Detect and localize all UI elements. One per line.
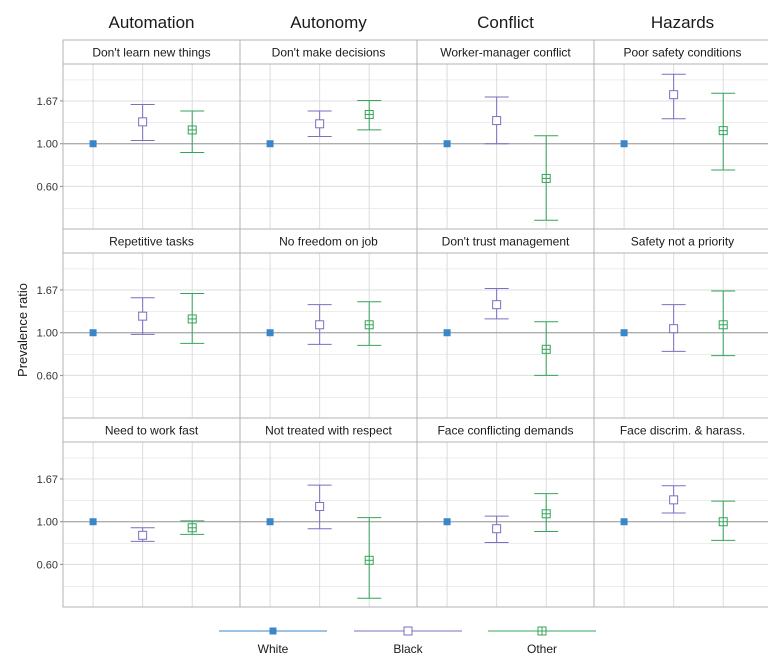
- point-white: [443, 518, 451, 526]
- point-black: [492, 116, 502, 126]
- panel-background: [417, 253, 594, 418]
- panel-title: Repetitive tasks: [109, 235, 194, 249]
- facet-panel: Need to work fast: [62, 417, 241, 608]
- point-black: [492, 300, 502, 310]
- facet-panel: Face discrim. & harass.: [593, 417, 768, 608]
- point-black: [669, 495, 679, 505]
- y-tick-label: 1.00: [37, 517, 58, 529]
- panel-strip: [416, 417, 595, 443]
- y-tick-label: 1.00: [37, 139, 58, 151]
- facet-panel: Don't learn new things: [62, 39, 241, 230]
- point-white: [620, 140, 628, 148]
- panel-strip: [593, 39, 768, 65]
- point-white: [266, 140, 274, 148]
- panel-strip: [62, 417, 241, 443]
- panel-title: Don't make decisions: [272, 46, 386, 60]
- legend-key-white: [269, 627, 277, 635]
- point-black: [669, 90, 679, 100]
- point-black: [315, 502, 325, 512]
- point-black: [138, 530, 148, 540]
- facet-panel: Repetitive tasks: [62, 228, 241, 419]
- panel-title: Face discrim. & harass.: [620, 424, 745, 438]
- point-white: [443, 329, 451, 337]
- y-tick-label: 1.67: [37, 96, 58, 108]
- facet-panel: Don't trust management: [416, 228, 595, 419]
- point-black: [669, 324, 679, 334]
- y-tick-label: 1.67: [37, 474, 58, 486]
- panel-strip: [593, 417, 768, 443]
- facet-panel: Face conflicting demands: [416, 417, 595, 608]
- y-tick-label: 0.60: [37, 181, 58, 193]
- panel-title: Face conflicting demands: [437, 424, 573, 438]
- panel-background: [240, 253, 417, 418]
- panel-border: [593, 441, 768, 608]
- panel-background: [240, 442, 417, 607]
- point-white: [89, 518, 97, 526]
- column-title: Hazards: [651, 13, 714, 32]
- facet-panel: Not treated with respect: [239, 417, 418, 608]
- point-black: [138, 117, 148, 127]
- panel-background: [63, 442, 240, 607]
- point-black: [315, 119, 325, 129]
- column-title: Automation: [109, 13, 195, 32]
- panel-title: No freedom on job: [279, 235, 378, 249]
- panel-strip: [62, 39, 241, 65]
- panel-strip: [239, 417, 418, 443]
- point-black: [315, 320, 325, 330]
- panel-title: Worker-manager conflict: [440, 46, 571, 60]
- facet-panel: Safety not a priority: [593, 228, 768, 419]
- panel-title: Not treated with respect: [265, 424, 392, 438]
- facet-panel: Poor safety conditions: [593, 39, 768, 230]
- legend-label: Other: [527, 642, 557, 656]
- point-white: [620, 518, 628, 526]
- legend-label: White: [258, 642, 289, 656]
- point-white: [89, 329, 97, 337]
- column-title: Conflict: [477, 13, 534, 32]
- y-tick-label: 1.67: [37, 285, 58, 297]
- facet-panel: No freedom on job: [239, 228, 418, 419]
- point-white: [620, 329, 628, 337]
- point-black: [492, 524, 502, 534]
- panel-background: [417, 64, 594, 229]
- panel-title: Safety not a priority: [631, 235, 734, 249]
- y-tick-label: 1.00: [37, 328, 58, 340]
- point-white: [266, 329, 274, 337]
- legend: White Black Other: [219, 626, 596, 656]
- panel-background: [417, 442, 594, 607]
- y-tick-label: 0.60: [37, 559, 58, 571]
- column-title: Autonomy: [290, 13, 367, 32]
- facet-panel: Don't make decisions: [239, 39, 418, 230]
- legend-label: Black: [393, 642, 423, 656]
- y-axis-title: Prevalence ratio: [15, 283, 30, 377]
- panel-title: Don't learn new things: [92, 46, 210, 60]
- legend-key-black: [403, 626, 413, 636]
- panel-strip: [593, 228, 768, 254]
- point-white: [266, 518, 274, 526]
- panel-background: [63, 253, 240, 418]
- panel-background: [594, 442, 768, 607]
- panel-title: Need to work fast: [105, 424, 199, 438]
- panel-title: Poor safety conditions: [623, 46, 741, 60]
- panel-background: [240, 64, 417, 229]
- point-white: [443, 140, 451, 148]
- panel-strip: [416, 228, 595, 254]
- facet-panel: Worker-manager conflict: [416, 39, 595, 230]
- panel-background: [594, 253, 768, 418]
- point-white: [89, 140, 97, 148]
- y-tick-label: 0.60: [37, 370, 58, 382]
- panel-background: [594, 64, 768, 229]
- panel-background: [63, 64, 240, 229]
- point-black: [138, 311, 148, 321]
- panel-title: Don't trust management: [442, 235, 570, 249]
